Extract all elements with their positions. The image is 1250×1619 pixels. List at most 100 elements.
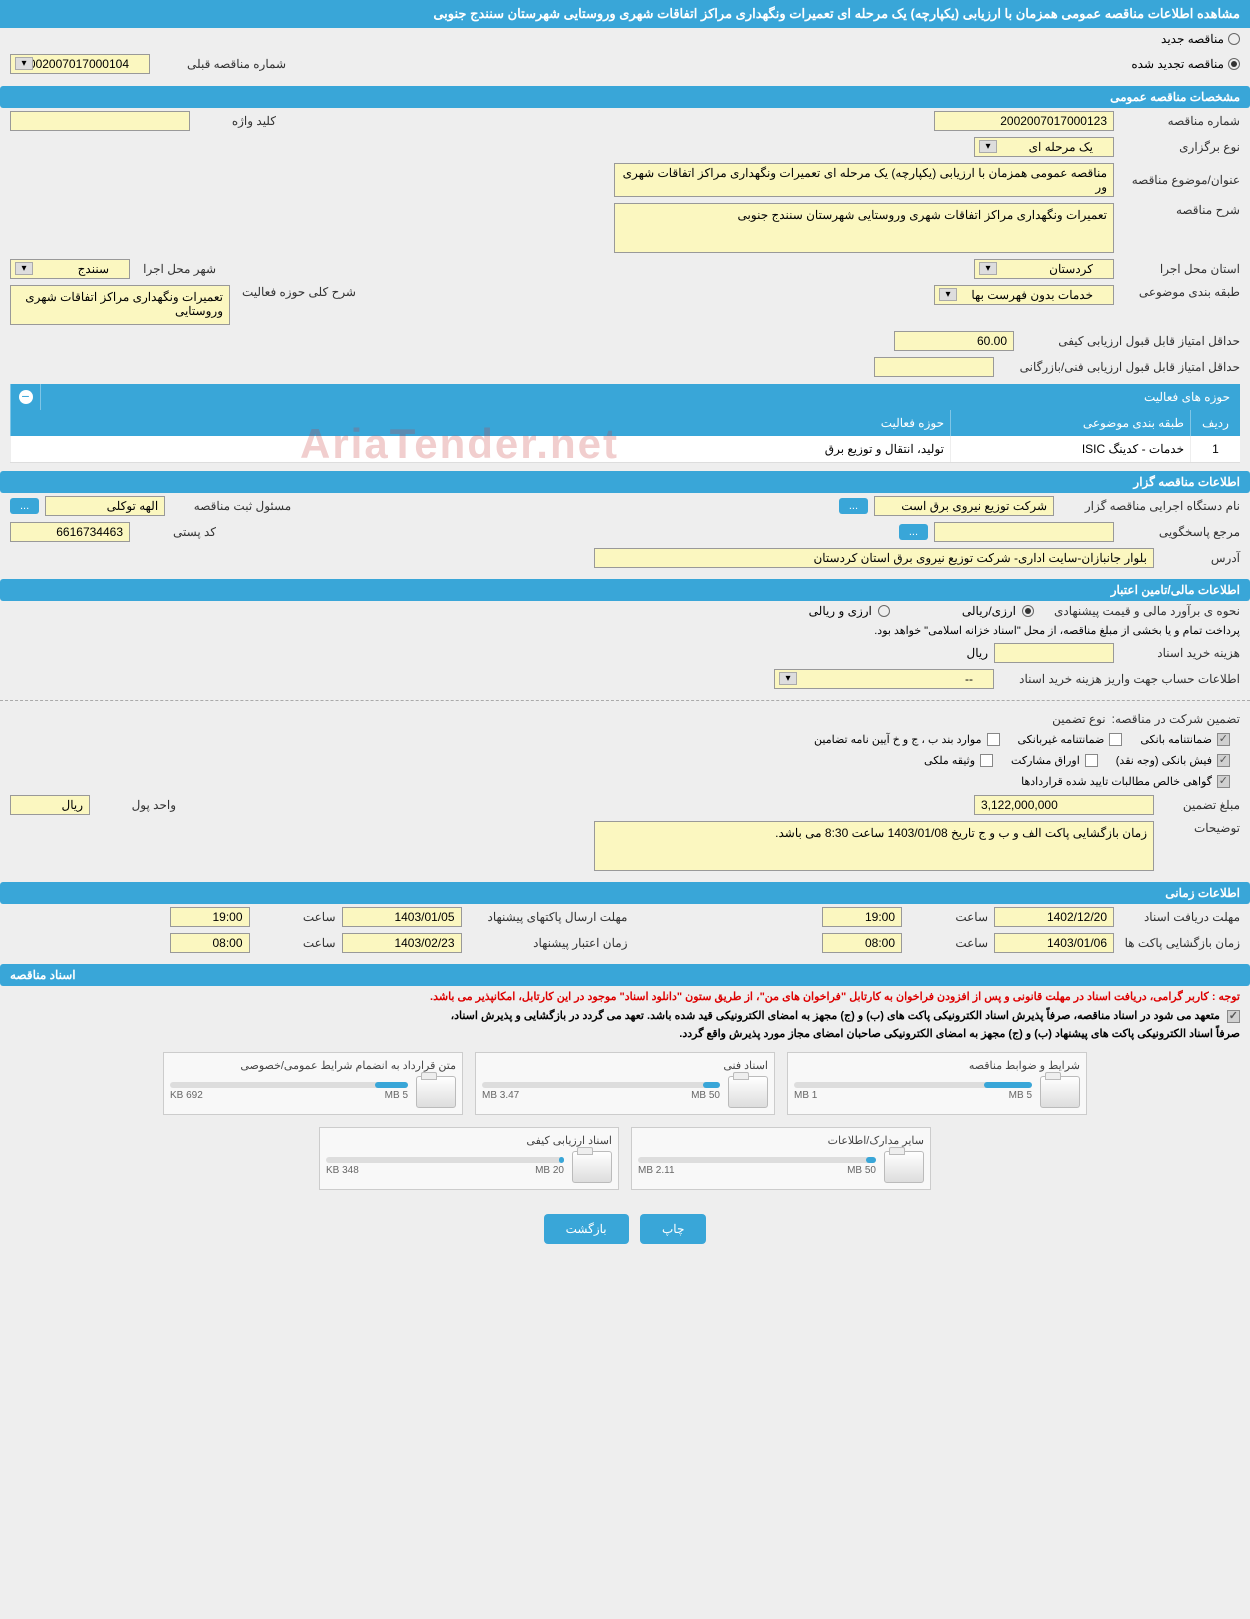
keyword-field[interactable] [10, 111, 190, 131]
prev-number-select[interactable]: 2002007017000104 [10, 54, 150, 74]
time-label-3: ساعت [256, 910, 336, 924]
submit-deadline-label: مهلت ارسال پاکتهای پیشنهاد [468, 910, 628, 924]
folder-icon[interactable] [728, 1076, 768, 1108]
folder-icon[interactable] [1040, 1076, 1080, 1108]
title-label: عنوان/موضوع مناقصه [1120, 173, 1240, 187]
folder-icon[interactable] [572, 1151, 612, 1183]
doc-item: شرایط و ضوابط مناقصه 5 MB1 MB [787, 1052, 1087, 1115]
time-label-4: ساعت [256, 936, 336, 950]
cb-cash[interactable] [1217, 754, 1230, 767]
tender-number-label: شماره مناقصه [1120, 114, 1240, 128]
cb-receivables[interactable] [1217, 775, 1230, 788]
doc-item: سایر مدارک/اطلاعات 50 MB2.11 MB [631, 1127, 931, 1190]
postal-field: 6616734463 [10, 522, 130, 542]
responsible-label: مسئول ثبت مناقصه [171, 499, 291, 513]
submit-deadline-date: 1403/01/05 [342, 907, 462, 927]
province-select[interactable]: کردستان [974, 259, 1114, 279]
min-quality-field: 60.00 [894, 331, 1014, 351]
folder-icon[interactable] [884, 1151, 924, 1183]
documents-grid: شرایط و ضوابط مناقصه 5 MB1 MB اسناد فنی … [0, 1042, 1250, 1200]
holding-type-select[interactable]: یک مرحله ای [974, 137, 1114, 157]
title-field: مناقصه عمومی همزمان با ارزیابی (یکپارچه)… [614, 163, 1114, 197]
section-financial: اطلاعات مالی/تامین اعتبار [0, 579, 1250, 601]
min-quality-label: حداقل امتیاز قابل قبول ارزیابی کیفی [1020, 334, 1240, 348]
tender-number-field: 2002007017000123 [934, 111, 1114, 131]
guarantee-types: ضمانتنامه بانکی ضمانتنامه غیربانکی موارد… [0, 729, 1250, 750]
cb-securities[interactable] [1085, 754, 1098, 767]
doc-item: اسناد ارزیابی کیفی 20 MB348 KB [319, 1127, 619, 1190]
doc-deadline-label: مهلت دریافت اسناد [1120, 910, 1240, 924]
activities-header: حوزه های فعالیت [40, 384, 1240, 410]
notes-label: توضیحات [1160, 821, 1240, 835]
envelope-open-label: زمان بازگشایی پاکت ها [1120, 936, 1240, 950]
contact-label: مرجع پاسخگویی [1120, 525, 1240, 539]
estimate-method-label: نحوه ی برآورد مالی و قیمت پیشنهادی [1040, 604, 1240, 618]
section-documents: اسناد مناقصه [0, 964, 1250, 986]
guarantee-amount-label: مبلغ تضمین [1160, 798, 1240, 812]
both-label: ارزی و ریالی [809, 604, 872, 618]
doc-title: اسناد ارزیابی کیفی [326, 1134, 612, 1151]
more-button-2[interactable]: ... [10, 498, 39, 514]
doc-title: شرایط و ضوابط مناقصه [794, 1059, 1080, 1076]
radio-both[interactable] [878, 605, 890, 617]
cb-nonbank[interactable] [1109, 733, 1122, 746]
radio-renewed[interactable] [1228, 58, 1240, 70]
radio-new[interactable] [1228, 33, 1240, 45]
postal-label: کد پستی [136, 525, 216, 539]
guarantee-type-label: نوع تضمین [1026, 712, 1106, 726]
guarantee-amount-field: 3,122,000,000 [974, 795, 1154, 815]
guarantee-types-3: گواهی خالص مطالبات تایید شده قراردادها [0, 771, 1250, 792]
guarantee-label: تضمین شرکت در مناقصه: [1112, 712, 1240, 726]
doc-title: سایر مدارک/اطلاعات [638, 1134, 924, 1151]
holding-type-label: نوع برگزاری [1120, 140, 1240, 154]
keyword-label: کلید واژه [196, 114, 276, 128]
section-general: مشخصات مناقصه عمومی [0, 86, 1250, 108]
doc-item: متن قرارداد به انضمام شرایط عمومی/خصوصی … [163, 1052, 463, 1115]
account-info-select[interactable]: -- [774, 669, 994, 689]
payment-note: پرداخت تمام و یا بخشی از مبلغ مناقصه، از… [874, 624, 1240, 637]
currency-label: واحد پول [96, 798, 176, 812]
back-button[interactable]: بازگشت [544, 1214, 629, 1244]
account-info-label: اطلاعات حساب جهت واریز هزینه خرید اسناد [1000, 672, 1240, 686]
min-tech-field [874, 357, 994, 377]
more-button[interactable]: ... [839, 498, 868, 514]
cb-items[interactable] [987, 733, 1000, 746]
page-title: مشاهده اطلاعات مناقصه عمومی همزمان با ار… [0, 0, 1250, 28]
guarantee-types-2: فیش بانکی (وجه نقد) اوراق مشارکت وثیقه م… [0, 750, 1250, 771]
submit-deadline-time: 19:00 [170, 907, 250, 927]
subject-class-select[interactable]: خدمات بدون فهرست بها [934, 285, 1114, 305]
radio-rial[interactable] [1022, 605, 1034, 617]
city-select[interactable]: سنندج [10, 259, 130, 279]
documents-warning: توجه : کاربر گرامی، دریافت اسناد در مهلت… [0, 986, 1250, 1007]
cb-bank[interactable] [1217, 733, 1230, 746]
documents-commitment1: متعهد می شود در اسناد مناقصه، صرفاً پذیر… [0, 1007, 1250, 1025]
tender-status-group-2: مناقصه تجدید شده شماره مناقصه قبلی 20020… [0, 50, 1250, 78]
rial-label: ارزی/ریالی [962, 604, 1016, 618]
envelope-open-time: 08:00 [822, 933, 902, 953]
doc-title: اسناد فنی [482, 1059, 768, 1076]
documents-commitment2: صرفاً اسناد الکترونیکی پاکت های پیشنهاد … [0, 1025, 1250, 1042]
envelope-open-date: 1403/01/06 [994, 933, 1114, 953]
time-label-1: ساعت [908, 910, 988, 924]
cb-commitment[interactable] [1227, 1010, 1240, 1023]
org-label: نام دستگاه اجرایی مناقصه گزار [1060, 499, 1240, 513]
doc-item: اسناد فنی 50 MB3.47 MB [475, 1052, 775, 1115]
org-field: شرکت توزیع نیروی برق است [874, 496, 1054, 516]
activity-scope-label: شرح کلی حوزه فعالیت [236, 285, 356, 299]
contact-field [934, 522, 1114, 542]
doc-cost-unit: ریال [966, 646, 988, 660]
doc-deadline-time: 19:00 [822, 907, 902, 927]
address-field: بلوار جانبازان-سایت اداری- شرکت توزیع نی… [594, 548, 1154, 568]
collapse-icon[interactable]: − [19, 390, 33, 404]
prev-number-label: شماره مناقصه قبلی [166, 57, 286, 71]
folder-icon[interactable] [416, 1076, 456, 1108]
cell-activity: تولید، انتقال و توزیع برق [10, 436, 950, 462]
activities-table: حوزه های فعالیت − ردیف طبقه بندی موضوعی … [10, 384, 1240, 463]
section-timing: اطلاعات زمانی [0, 882, 1250, 904]
cb-property[interactable] [980, 754, 993, 767]
print-button[interactable]: چاپ [640, 1214, 706, 1244]
city-label: شهر محل اجرا [136, 262, 216, 276]
tender-status-group: مناقصه جدید [0, 28, 1250, 50]
more-button-3[interactable]: ... [899, 524, 928, 540]
col-category: طبقه بندی موضوعی [950, 410, 1190, 436]
